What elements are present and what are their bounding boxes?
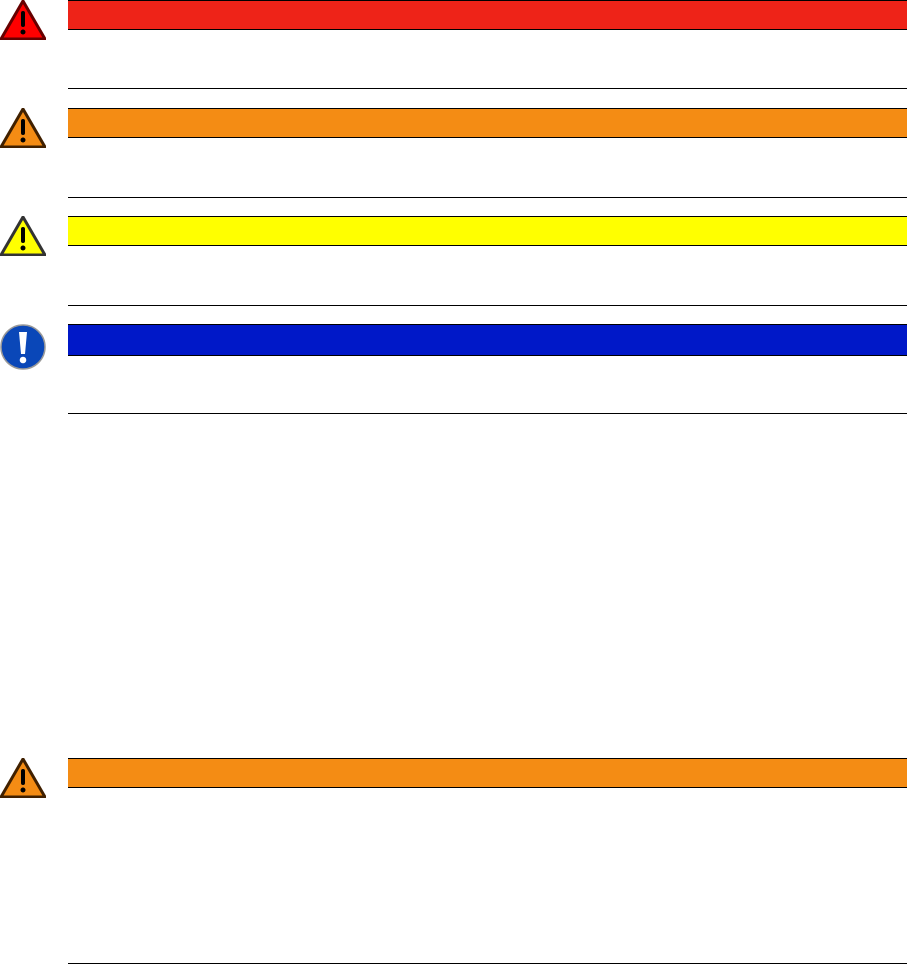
mandatory-exclamation-icon <box>0 324 46 370</box>
caution-notice-bar <box>68 216 907 246</box>
notice-divider <box>68 305 907 306</box>
warning-triangle-icon <box>0 758 46 798</box>
danger-warning-triangle-icon <box>0 0 46 40</box>
warning-notice-bar <box>68 758 907 788</box>
notice-divider <box>68 88 907 89</box>
notice-bar <box>68 324 907 356</box>
warning-triangle-icon <box>0 108 46 148</box>
caution-triangle-icon <box>0 216 46 256</box>
warning-notice-bar <box>68 108 907 138</box>
notice-divider <box>68 413 907 414</box>
danger-notice-bar <box>68 0 907 30</box>
notice-divider <box>68 197 907 198</box>
